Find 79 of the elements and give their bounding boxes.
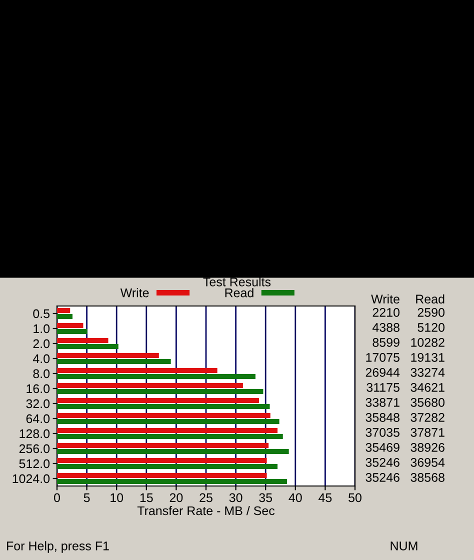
x-axis-title: Transfer Rate - MB / Sec (137, 506, 275, 516)
bar (57, 398, 260, 404)
bar (57, 418, 280, 424)
x-tick-label: 0 (54, 493, 60, 502)
text: 19131 (411, 353, 444, 362)
legend-label: Write (120, 288, 149, 298)
text: Read (416, 294, 444, 304)
y-tick-label: 4.0 (32, 354, 50, 364)
bar (57, 464, 278, 470)
x-tick-label: 35 (259, 493, 272, 502)
text: 4388 (372, 323, 400, 332)
bar (57, 314, 72, 320)
x-tick-label: 50 (348, 493, 362, 502)
chart-title: Test Results (203, 277, 271, 286)
bar (57, 412, 270, 418)
text: 37871 (410, 428, 444, 437)
x-tick-label: 25 (200, 493, 212, 502)
text: 17075 (366, 353, 400, 362)
text: Write (371, 294, 400, 304)
bar (57, 478, 288, 484)
bar (57, 448, 289, 454)
text: 33274 (410, 368, 445, 377)
text: 38568 (410, 473, 444, 482)
x-tick-label: 10 (110, 493, 124, 502)
y-tick-label: 0.5 (33, 309, 50, 318)
x-tick-label: 30 (229, 493, 242, 502)
text: 35246 (366, 473, 400, 482)
bar (57, 458, 267, 464)
text: 37282 (410, 413, 444, 422)
x-tick-label: 45 (318, 493, 332, 502)
text: 36954 (410, 458, 445, 467)
text: 8599 (372, 338, 400, 347)
y-tick-label: 1.0 (34, 324, 50, 334)
text: 2210 (372, 308, 400, 317)
legend-label: Read (225, 288, 254, 298)
bar (57, 322, 84, 328)
bar (57, 358, 171, 364)
bar (57, 368, 218, 374)
x-tick-label: 5 (84, 493, 90, 502)
y-tick-label: 512.0 (19, 459, 50, 468)
y-tick-label: 2.0 (33, 339, 50, 348)
text: 10282 (411, 338, 444, 347)
text: 2590 (418, 308, 445, 317)
bar (57, 442, 269, 448)
text: 34621 (410, 383, 444, 392)
y-tick-label: 128.0 (20, 429, 50, 438)
text: 37035 (366, 428, 400, 437)
bar (57, 404, 270, 410)
bar (57, 428, 278, 434)
y-tick-label: 64.0 (26, 414, 50, 424)
text: For Help, press F1 (7, 541, 109, 553)
text: 35680 (410, 398, 445, 407)
y-tick-label: 32.0 (26, 399, 50, 408)
x-tick-label: 20 (170, 493, 183, 502)
text: 35469 (366, 443, 400, 452)
y-tick-label: 256.0 (19, 444, 50, 454)
y-tick-label: 1024.0 (12, 474, 50, 484)
bar (57, 434, 283, 440)
text: 26944 (366, 368, 400, 377)
bar (57, 352, 159, 358)
bar (57, 472, 267, 478)
text: NUM (390, 542, 418, 550)
y-tick-label: 8.0 (33, 369, 50, 378)
bar (57, 344, 118, 350)
text: 31175 (366, 383, 400, 392)
text: 35848 (366, 413, 400, 422)
text: 5120 (418, 323, 445, 332)
bar (57, 374, 256, 380)
bar (57, 382, 243, 388)
bar (57, 328, 88, 334)
bar (57, 308, 70, 314)
x-tick-label: 15 (140, 493, 153, 502)
text: 33871 (366, 398, 400, 407)
x-tick-label: 40 (288, 493, 302, 502)
y-tick-label: 16.0 (26, 384, 50, 394)
bar (57, 338, 108, 344)
text: 35246 (366, 458, 400, 467)
text: 38926 (410, 443, 444, 452)
bar (57, 388, 264, 394)
